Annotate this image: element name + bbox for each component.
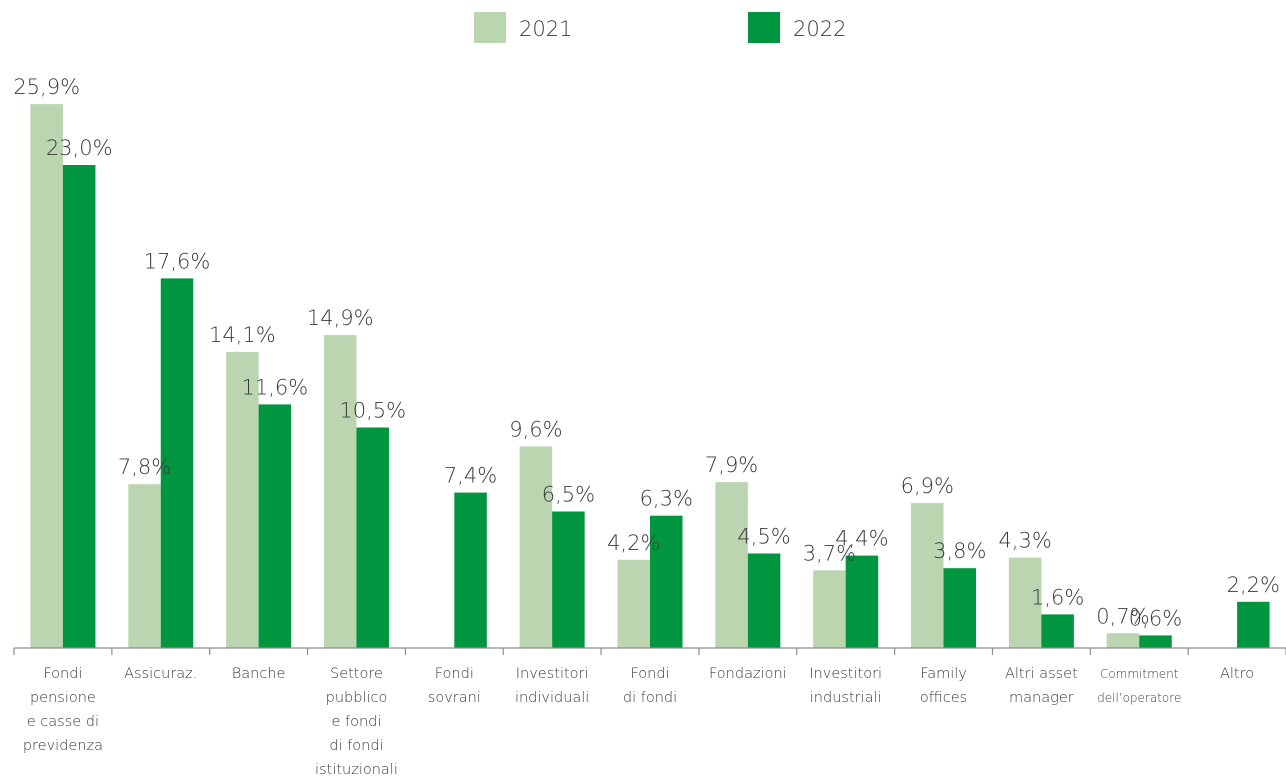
legend-label-2021: 2021 bbox=[519, 17, 572, 41]
bar-2021-1 bbox=[128, 484, 161, 648]
legend-swatch-2022 bbox=[748, 12, 780, 43]
bar-2022-3 bbox=[356, 427, 389, 648]
category-label-2: Banche bbox=[232, 666, 286, 682]
value-label-2021-8: 3,7% bbox=[803, 541, 856, 565]
value-label-2022-2: 11,6% bbox=[242, 375, 309, 399]
bar-2021-11 bbox=[1106, 633, 1140, 648]
bar-2022-5 bbox=[552, 511, 585, 648]
value-label-2022-1: 17,6% bbox=[144, 249, 211, 273]
value-label-2022-3: 10,5% bbox=[339, 399, 406, 423]
bar-2022-1 bbox=[160, 278, 194, 648]
bar-2021-7 bbox=[715, 482, 748, 648]
value-label-2021-0: 25,9% bbox=[13, 75, 80, 99]
value-label-2021-11: 0,7% bbox=[1096, 604, 1149, 628]
bar-2021-5 bbox=[519, 446, 553, 648]
value-label-2021-1: 7,8% bbox=[118, 455, 171, 479]
value-label-2021-2: 14,1% bbox=[209, 323, 276, 347]
category-label-9: Family offices bbox=[920, 666, 967, 706]
bar-2022-8 bbox=[845, 555, 879, 648]
x-axis bbox=[13, 647, 1286, 655]
bar-2021-8 bbox=[813, 570, 846, 648]
bar-2021-9 bbox=[911, 503, 944, 648]
value-label-2021-3: 14,9% bbox=[307, 306, 374, 330]
bar-2022-6 bbox=[650, 515, 683, 648]
value-label-2021-6: 4,2% bbox=[607, 531, 660, 555]
category-label-5: Investitori individuali bbox=[515, 666, 589, 706]
category-label-7: Fondazioni bbox=[709, 666, 787, 682]
value-label-2021-5: 9,6% bbox=[509, 417, 562, 441]
value-label-2021-9: 6,9% bbox=[901, 474, 954, 498]
category-label-4: Fondi sovrani bbox=[428, 666, 481, 706]
category-label-10: Altri asset manager bbox=[1005, 666, 1078, 706]
value-label-2022-6: 6,3% bbox=[640, 487, 693, 511]
bar-2021-6 bbox=[617, 559, 650, 648]
bar-2022-10 bbox=[1041, 614, 1074, 648]
legend-swatch-2021 bbox=[474, 12, 506, 43]
legend-label-2022: 2022 bbox=[793, 17, 846, 41]
value-label-2022-5: 6,5% bbox=[542, 483, 595, 507]
value-label-2021-7: 7,9% bbox=[705, 453, 758, 477]
bar-2022-12 bbox=[1237, 601, 1270, 648]
value-labels: 25,9% 23,0% 7,8% 17,6% 14,1% 11,6% 14,9% 10,5% 7… bbox=[13, 75, 1280, 630]
value-label-2022-0: 23,0% bbox=[46, 136, 113, 160]
legend: 2021 2022 bbox=[474, 12, 846, 43]
category-label-11: Commitment dell’operatore bbox=[1097, 667, 1181, 705]
bar-2022-9 bbox=[943, 568, 977, 648]
value-label-2022-4: 7,4% bbox=[444, 464, 497, 488]
value-label-2022-10: 1,6% bbox=[1031, 585, 1084, 609]
category-label-12: Altro bbox=[1220, 666, 1254, 682]
bars bbox=[30, 104, 1270, 649]
value-label-2022-12: 2,2% bbox=[1227, 573, 1280, 597]
bar-2022-0 bbox=[62, 165, 96, 648]
category-label-6: Fondi di fondi bbox=[623, 666, 677, 706]
bar-2021-2 bbox=[226, 351, 259, 648]
value-label-2022-7: 4,5% bbox=[737, 525, 790, 549]
category-label-1: Assicuraz. bbox=[124, 666, 197, 682]
bar-2022-11 bbox=[1139, 635, 1172, 648]
bar-2021-0 bbox=[30, 104, 63, 649]
bar-2022-4 bbox=[454, 492, 487, 648]
category-label-3: Settore pubblico e fondi di fondi istituzion… bbox=[315, 666, 398, 777]
value-label-2022-9: 3,8% bbox=[933, 539, 986, 563]
bar-2022-7 bbox=[747, 553, 781, 648]
value-label-2022-11: 0,6% bbox=[1129, 606, 1182, 630]
bar-2021-3 bbox=[323, 335, 357, 648]
category-label-0: Fondi pensione e casse di previdenza bbox=[23, 666, 103, 754]
category-label-8: Investitori industriali bbox=[809, 666, 882, 706]
category-labels: Fondi pensione e casse di previdenza Assicur… bbox=[23, 666, 1254, 777]
value-label-2021-10: 4,3% bbox=[998, 529, 1051, 553]
value-label-2022-8: 4,4% bbox=[835, 527, 888, 551]
bar-2022-2 bbox=[258, 404, 292, 648]
bar-2021-10 bbox=[1008, 557, 1042, 648]
